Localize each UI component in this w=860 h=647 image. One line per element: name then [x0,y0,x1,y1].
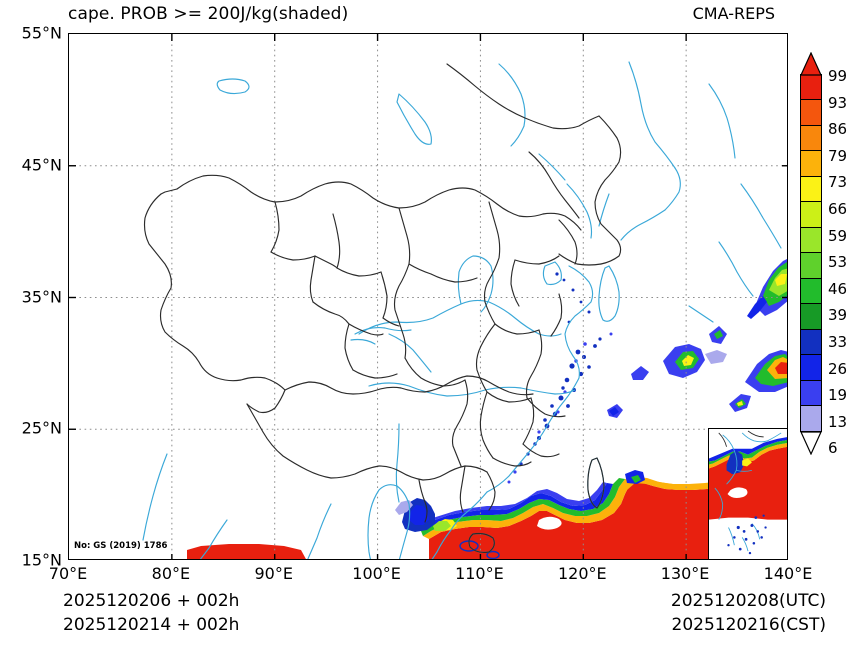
map-gridlines [69,34,787,559]
y-tick-2: 35°N [21,287,62,306]
y-tick-4: 15°N [21,550,62,570]
colorbar-label-86: 86 [828,120,848,139]
x-tick-1: 80°E [151,564,191,583]
colorbar-segment-9[interactable] [800,303,822,330]
colorbar-label-93: 93 [828,93,848,112]
colorbar-segment-4[interactable] [800,175,822,203]
colorbar-segment-0[interactable] [800,73,822,101]
colorbar-segment-5[interactable] [800,201,822,228]
colorbar-segment-13[interactable] [800,405,822,432]
inset-graphic [709,429,787,559]
shaded-field-cells [459,259,787,559]
x-tick-7: 140°E [763,564,813,583]
model-label: CMA-REPS [692,4,775,23]
colorbar-label-79: 79 [828,146,848,165]
map-canvas: No: GS (2019) 1786 [69,34,787,559]
south-china-sea-inset[interactable] [708,428,787,559]
colorbar-segment-12[interactable] [800,379,822,407]
colorbar-label-99: 99 [828,67,848,85]
colorbar-segment-8[interactable] [800,277,822,305]
colorbar-segment-1[interactable] [800,99,822,126]
colorbar-segment-3[interactable] [800,150,822,177]
colorbar-label-13: 13 [828,412,848,431]
y-tick-1: 45°N [21,155,62,175]
page-title: cape. PROB >= 200J/kg(shaded) [68,4,349,24]
y-tick-0: 55°N [21,23,62,43]
footer-valid-cst: 2025120216(CST) [671,615,826,635]
colorbar-label-6: 6 [828,439,838,458]
colorbar-segment-10[interactable] [800,328,822,356]
colorbar-bottom-arrow-icon [800,431,822,455]
colorbar-segments[interactable] [800,73,822,432]
y-tick-3: 25°N [21,418,62,438]
x-tick-3: 100°E [352,564,401,583]
x-tick-0: 70°E [48,564,88,583]
colorbar-label-46: 46 [828,279,848,298]
footer-valid-utc: 2025120208(UTC) [670,591,826,611]
colorbar-top-arrow-icon [800,52,822,76]
colorbar-label-19: 19 [828,386,848,405]
colorbar-label-39: 39 [828,306,848,325]
colorbar-label-73: 73 [828,173,848,192]
colorbar[interactable]: 99 93 86 79 73 66 59 53 46 39 33 26 19 13 6 [800,52,847,457]
map-plot-area[interactable]: No: GS (2019) 1786 [68,33,788,560]
colorbar-label-66: 66 [828,200,848,218]
colorbar-segment-7[interactable] [800,252,822,279]
footer-init-utc: 2025120206 + 002h [63,591,240,611]
colorbar-label-33: 33 [828,333,848,351]
map-attribution: No: GS (2019) 1786 [73,541,169,551]
colorbar-segment-6[interactable] [800,226,822,254]
colorbar-segment-11[interactable] [800,354,822,381]
admin-borders [143,63,622,554]
colorbar-label-26: 26 [828,359,848,378]
colorbar-segment-2[interactable] [800,124,822,152]
x-tick-5: 120°E [557,564,607,583]
x-tick-6: 130°E [660,564,710,583]
colorbar-label-59: 59 [828,226,848,245]
x-tick-2: 90°E [254,564,293,583]
map-graphic [69,34,787,559]
colorbar-label-53: 53 [828,253,848,272]
x-tick-4: 110°E [455,564,504,583]
footer-init-cst: 2025120214 + 002h [63,615,240,635]
